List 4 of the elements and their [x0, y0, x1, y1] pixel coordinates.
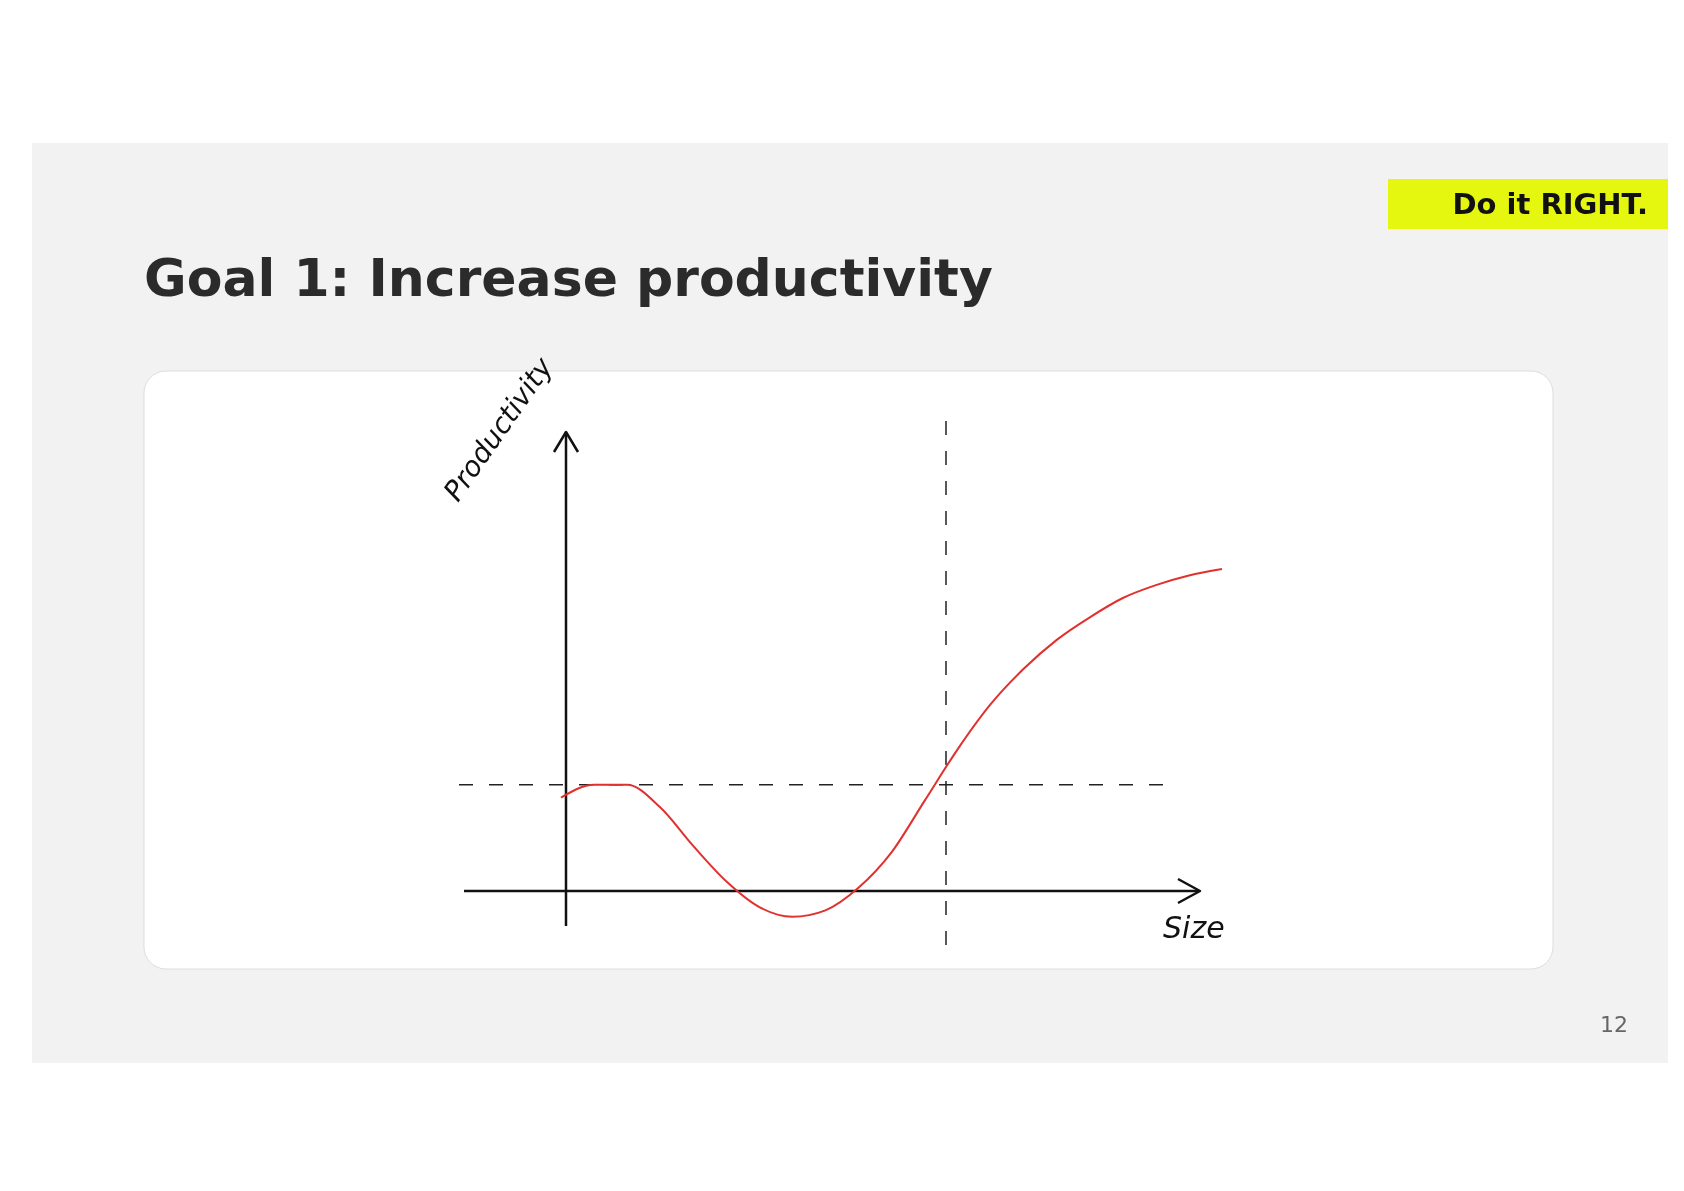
text: Do it RIGHT.: [1452, 187, 1648, 221]
chart-title: Goal 1: Increase productivity: [144, 248, 993, 308]
x-axis-title: Size: [1163, 910, 1225, 945]
text: 12: [1600, 1012, 1628, 1037]
